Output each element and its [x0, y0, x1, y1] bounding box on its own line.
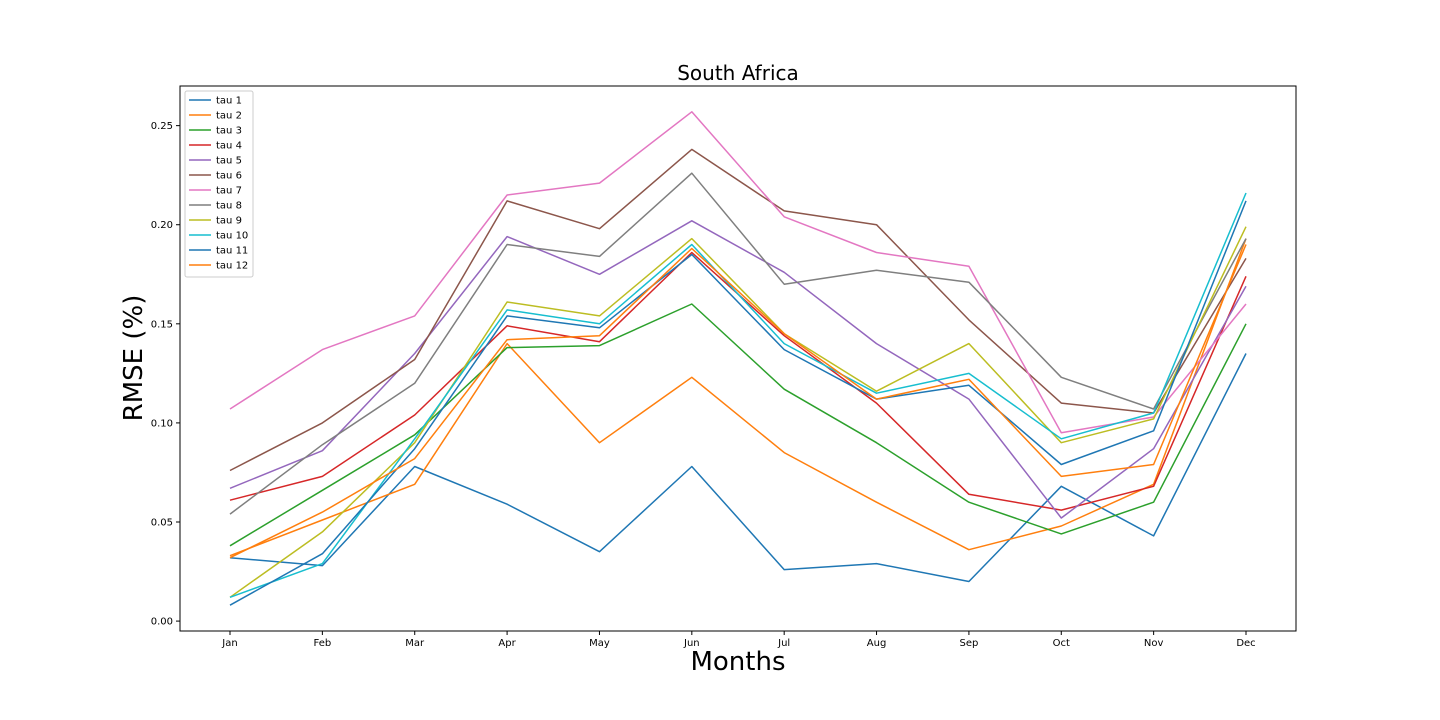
series-line-tau-2: [229, 238, 1247, 557]
x-tick-label: Jan: [221, 638, 237, 649]
y-tick-label: 0.10: [151, 418, 173, 429]
x-tick-label: Feb: [314, 638, 332, 649]
plot-frame: [179, 85, 1297, 632]
legend-label: tau 1: [216, 96, 242, 107]
series-line-tau-6: [229, 148, 1247, 472]
plot-lines: [229, 111, 1247, 606]
x-tick-label: Jun: [683, 638, 700, 649]
series-line-tau-3: [229, 303, 1247, 547]
legend-label: tau 12: [216, 261, 248, 272]
x-tick-label: Aug: [867, 638, 887, 649]
x-tick-label: Jul: [777, 638, 790, 649]
x-tick-label: Nov: [1144, 638, 1164, 649]
y-tick-label: 0.05: [151, 518, 173, 529]
legend-label: tau 6: [216, 171, 242, 182]
x-tick-label: Mar: [405, 638, 425, 649]
legend-label: tau 3: [216, 126, 242, 137]
legend-label: tau 7: [216, 186, 242, 197]
y-tick-label: 0.25: [151, 121, 173, 132]
y-tick-label: 0.15: [151, 319, 173, 330]
x-tick-label: Sep: [959, 638, 978, 649]
series-line-tau-7: [229, 111, 1247, 434]
series-line-tau-12: [229, 244, 1247, 559]
y-tick-label: 0.20: [151, 220, 173, 231]
x-axis: Jan Feb Mar Apr May Jun Jul Aug Sep Oct Nov Dec: [221, 631, 1256, 649]
series-line-tau-1: [229, 353, 1247, 583]
x-tick-label: Apr: [498, 638, 516, 649]
legend-label: tau 4: [216, 141, 242, 152]
y-tick-label: 0.00: [151, 617, 173, 628]
legend-label: tau 2: [216, 111, 242, 122]
legend: tau 1 tau 2 tau 3 tau 4 tau 5 tau 6 tau 7 tau 8…: [184, 90, 254, 278]
legend-label: tau 10: [216, 231, 248, 242]
chart-title: South Africa: [677, 61, 799, 85]
x-tick-label: May: [589, 638, 610, 649]
x-tick-label: Dec: [1236, 638, 1255, 649]
series-line-tau-8: [229, 172, 1247, 515]
x-tick-label: Oct: [1053, 638, 1070, 649]
series-line-tau-10: [229, 192, 1247, 599]
legend-box: [184, 90, 254, 278]
series-line-tau-11: [229, 200, 1247, 606]
legend-label: tau 9: [216, 216, 242, 227]
y-axis: 0.00 0.05 0.10 0.15 0.20 0.25: [151, 121, 180, 628]
legend-label: tau 11: [216, 246, 248, 257]
legend-label: tau 8: [216, 201, 242, 212]
series-line-tau-9: [229, 226, 1247, 598]
y-axis-label: RMSE (%): [119, 295, 149, 422]
x-axis-label: Months: [690, 647, 785, 677]
legend-label: tau 5: [216, 156, 242, 167]
